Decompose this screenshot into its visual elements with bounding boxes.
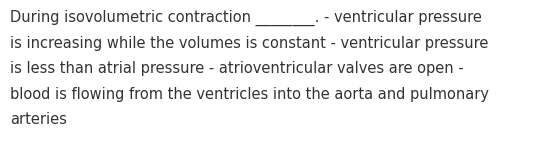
Text: is less than atrial pressure - atrioventricular valves are open -: is less than atrial pressure - atriovent… (10, 61, 464, 76)
Text: arteries: arteries (10, 112, 67, 127)
Text: is increasing while the volumes is constant - ventricular pressure: is increasing while the volumes is const… (10, 36, 488, 51)
Text: blood is flowing from the ventricles into the aorta and pulmonary: blood is flowing from the ventricles int… (10, 87, 489, 102)
Text: During isovolumetric contraction ________. - ventricular pressure: During isovolumetric contraction _______… (10, 10, 482, 26)
